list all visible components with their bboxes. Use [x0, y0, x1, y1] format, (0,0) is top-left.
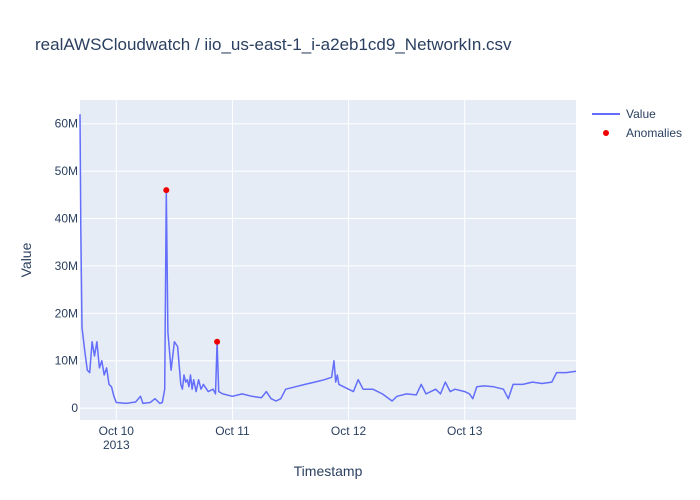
y-tick-label: 60M [55, 117, 78, 131]
value-series-line [79, 114, 577, 405]
plot-area [80, 100, 576, 420]
x-tick-label: Oct 13 [447, 424, 483, 438]
chart-title: realAWSCloudwatch / iio_us-east-1_i-a2eb… [35, 35, 512, 54]
y-tick-label: 50M [55, 164, 78, 178]
x-tick-label: Oct 11 [215, 424, 250, 438]
anomaly-point [214, 338, 221, 345]
x-tick-label: Oct 12 [331, 424, 367, 438]
y-tick-label: 0 [71, 401, 78, 415]
y-tick-label: 40M [55, 212, 78, 226]
x-tick-label: Oct 10 [99, 424, 135, 438]
x-gridlines [115, 100, 466, 420]
anomaly-point [163, 187, 170, 194]
legend-value-label: Value [626, 107, 656, 121]
legend-item-value[interactable]: Value [592, 107, 656, 121]
y-tick-labels: 0 10M 20M 30M 40M 50M 60M [55, 117, 79, 415]
legend: Value Anomalies [592, 107, 682, 140]
y-tick-label: 20M [55, 306, 78, 320]
y-gridlines [80, 123, 576, 409]
y-tick-label: 30M [55, 259, 78, 273]
y-axis-title: Value [18, 242, 34, 277]
legend-anomalies-label: Anomalies [626, 126, 682, 140]
legend-anomalies-swatch [603, 130, 609, 136]
x-axis-title: Timestamp [294, 463, 363, 479]
legend-item-anomalies[interactable]: Anomalies [603, 126, 682, 140]
y-tick-label: 10M [55, 354, 78, 368]
series-layer [79, 114, 577, 405]
x-tick-sublabel: 2013 [103, 438, 130, 452]
